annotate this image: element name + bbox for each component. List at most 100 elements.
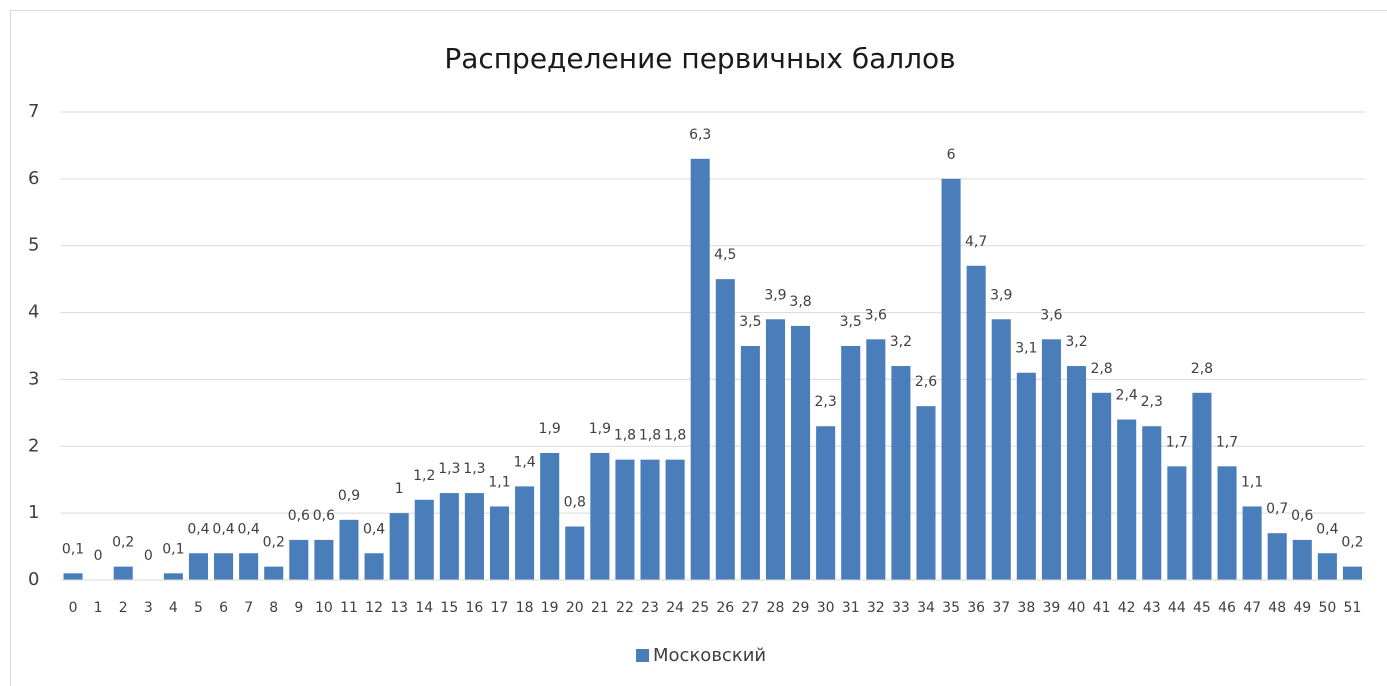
bar — [1342, 566, 1362, 580]
bar — [1016, 372, 1036, 580]
chart-title: Распределение первичных баллов — [444, 42, 955, 75]
bar — [113, 566, 133, 580]
data-label: 1,3 — [438, 461, 460, 477]
bar — [464, 493, 484, 580]
data-label: 0,8 — [564, 495, 586, 511]
x-tick-label: 49 — [1293, 600, 1311, 616]
x-tick-label: 23 — [641, 600, 659, 616]
x-tick-label: 34 — [917, 600, 935, 616]
bar — [188, 553, 209, 580]
bar — [515, 486, 535, 580]
x-tick-label: 37 — [992, 600, 1010, 616]
bar — [63, 573, 83, 580]
bar — [590, 452, 610, 580]
bar — [1317, 553, 1337, 580]
bar — [214, 553, 234, 580]
x-tick-label: 21 — [591, 600, 609, 616]
bar — [640, 459, 660, 580]
bar — [765, 319, 785, 580]
bar — [1066, 366, 1087, 580]
y-tick-label: 7 — [28, 101, 39, 122]
data-label: 1,8 — [639, 428, 661, 444]
data-label: 3,9 — [764, 287, 786, 303]
x-tick-label: 47 — [1243, 600, 1261, 616]
bar — [565, 526, 585, 580]
bar — [314, 539, 334, 580]
bar — [414, 499, 434, 580]
bar — [715, 279, 735, 580]
bar — [439, 493, 459, 580]
bar — [916, 406, 936, 580]
x-tick-label: 26 — [716, 600, 734, 616]
x-tick-label: 46 — [1218, 600, 1236, 616]
data-label: 2,8 — [1191, 361, 1213, 377]
x-tick-label: 9 — [294, 600, 303, 616]
x-tick-label: 48 — [1268, 600, 1286, 616]
x-tick-label: 25 — [691, 600, 709, 616]
data-label: 1,8 — [664, 428, 686, 444]
bar — [966, 265, 986, 580]
bar — [991, 319, 1011, 580]
bar — [615, 459, 635, 580]
y-tick-label: 5 — [28, 235, 39, 256]
x-tick-label: 44 — [1168, 600, 1186, 616]
data-label: 0,9 — [338, 488, 360, 504]
data-label: 0,1 — [62, 541, 84, 557]
data-label: 1,1 — [1241, 474, 1263, 490]
x-tick-label: 43 — [1143, 600, 1161, 616]
data-label: 0,2 — [112, 535, 134, 551]
bar — [289, 539, 309, 580]
data-label: 0,6 — [1291, 508, 1313, 524]
bar — [816, 426, 836, 580]
bar — [866, 339, 886, 580]
data-label: 0,2 — [263, 535, 285, 551]
data-label: 1 — [395, 481, 404, 497]
x-tick-label: 3 — [144, 600, 153, 616]
data-label: 0 — [94, 548, 103, 564]
data-label: 0,7 — [1266, 501, 1288, 517]
bar — [239, 553, 259, 580]
x-tick-label: 15 — [440, 600, 458, 616]
data-label: 1,9 — [539, 421, 561, 437]
data-label: 1,7 — [1216, 434, 1238, 450]
data-label: 3,2 — [1065, 334, 1087, 350]
x-tick-label: 22 — [616, 600, 634, 616]
x-tick-label: 2 — [119, 600, 128, 616]
x-tick-label: 31 — [842, 600, 860, 616]
data-label: 0,4 — [363, 521, 385, 537]
data-label: 3,6 — [1040, 307, 1062, 323]
legend-label: Московский — [653, 645, 766, 666]
x-tick-label: 41 — [1093, 600, 1111, 616]
data-label: 1,9 — [589, 421, 611, 437]
data-label: 1,8 — [614, 428, 636, 444]
x-tick-label: 0 — [69, 600, 78, 616]
x-tick-label: 11 — [340, 600, 358, 616]
x-tick-label: 24 — [666, 600, 684, 616]
x-tick-label: 19 — [541, 600, 559, 616]
data-label: 2,3 — [815, 394, 837, 410]
x-tick-label: 33 — [892, 600, 910, 616]
data-label: 3,8 — [789, 294, 811, 310]
x-tick-label: 4 — [169, 600, 178, 616]
data-label: 0 — [144, 548, 153, 564]
bar — [489, 506, 510, 580]
bar — [339, 519, 359, 580]
bar — [389, 513, 409, 580]
data-label: 3,9 — [990, 287, 1012, 303]
data-label: 0,6 — [288, 508, 310, 524]
data-label: 2,8 — [1090, 361, 1112, 377]
x-tick-label: 18 — [516, 600, 534, 616]
data-label: 1,4 — [513, 454, 535, 470]
x-tick-label: 14 — [415, 600, 433, 616]
bar — [1267, 533, 1287, 580]
bar — [264, 566, 284, 580]
x-tick-label: 50 — [1318, 600, 1336, 616]
bar — [540, 452, 560, 580]
data-label: 0,2 — [1341, 535, 1363, 551]
x-tick-label: 36 — [967, 600, 985, 616]
data-label: 2,6 — [915, 374, 937, 390]
bar — [163, 573, 183, 580]
data-label: 4,5 — [714, 247, 736, 263]
bar — [1167, 466, 1187, 580]
